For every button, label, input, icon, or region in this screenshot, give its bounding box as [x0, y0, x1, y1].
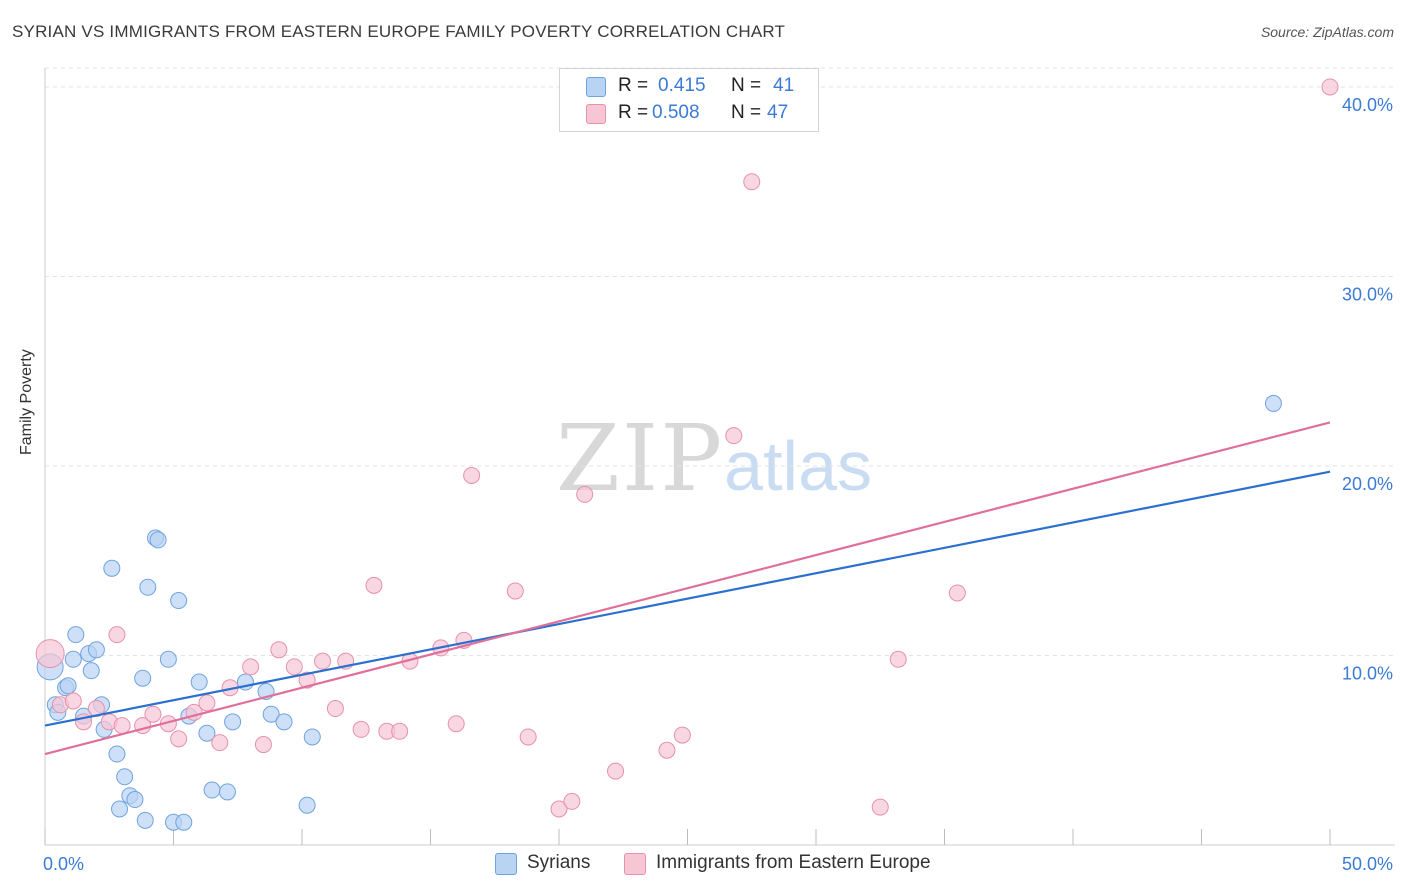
point-eastern: [254, 736, 272, 754]
point-eastern: [285, 658, 303, 676]
point-eastern: [352, 720, 370, 738]
point-eastern: [64, 692, 82, 710]
x-tick-label: 50.0%: [1342, 854, 1393, 874]
point-eastern: [270, 641, 288, 659]
point-syrians: [108, 745, 126, 763]
legend-swatch-syrians: [586, 77, 606, 97]
point-eastern: [108, 626, 126, 644]
point-eastern: [550, 800, 568, 818]
point-eastern: [298, 671, 316, 689]
point-syrians: [303, 728, 321, 746]
point-eastern: [211, 734, 229, 752]
point-eastern: [658, 741, 676, 759]
bottom-legend-swatch-eastern: [624, 853, 646, 875]
point-syrians: [190, 673, 208, 691]
stats-legend: R = 0.415 N = 41 R = 0.508 N = 47: [559, 68, 819, 132]
point-eastern: [242, 658, 260, 676]
point-eastern: [1321, 78, 1339, 96]
y-tick-label: 20.0%: [1342, 474, 1393, 494]
bottom-legend-swatch-syrians: [495, 853, 517, 875]
trend-line-eastern: [44, 421, 1331, 756]
legend-r-value: 0.415: [658, 75, 706, 96]
point-syrians: [116, 768, 134, 786]
legend-r-label: R =: [618, 102, 649, 123]
point-eastern: [563, 792, 581, 810]
point-syrians: [59, 677, 77, 695]
legend-r-value: 0.508: [652, 102, 700, 123]
point-syrians: [198, 724, 216, 742]
point-syrians: [82, 662, 100, 680]
point-syrians: [136, 811, 154, 829]
point-eastern: [607, 762, 625, 780]
legend-n-label: N =: [731, 102, 762, 123]
x-tick-label: 0.0%: [43, 854, 84, 874]
point-eastern: [113, 717, 131, 735]
point-eastern: [871, 798, 889, 816]
point-syrians: [134, 669, 152, 687]
bottom-legend-label-syrians: Syrians: [527, 852, 591, 873]
point-eastern: [673, 726, 691, 744]
point-syrians: [67, 626, 85, 644]
trend-line-syrians: [44, 470, 1331, 727]
point-syrians: [64, 650, 82, 668]
legend-n-value: 47: [767, 102, 789, 123]
point-syrians: [262, 705, 280, 723]
point-syrians: [159, 650, 177, 668]
point-eastern: [889, 650, 907, 668]
point-eastern: [326, 700, 344, 718]
point-eastern: [506, 582, 524, 600]
legend-n-label: N =: [731, 75, 762, 96]
point-eastern: [170, 730, 188, 748]
point-syrians: [218, 783, 236, 801]
point-syrians: [298, 796, 316, 814]
point-syrians: [203, 781, 221, 799]
point-syrians: [103, 559, 121, 577]
point-syrians: [111, 800, 129, 818]
point-syrians: [87, 641, 105, 659]
y-axis-title: Family Poverty: [18, 349, 35, 455]
point-eastern: [391, 722, 409, 740]
point-syrians: [139, 578, 157, 596]
point-syrians: [126, 791, 144, 809]
point-eastern: [365, 576, 383, 594]
legend-r-label: R =: [618, 75, 649, 96]
legend-n-value: 41: [773, 75, 795, 96]
source-note: Source: ZipAtlas.com: [1260, 24, 1394, 40]
point-eastern: [463, 466, 481, 484]
y-tick-label: 30.0%: [1342, 284, 1393, 304]
y-tick-label: 10.0%: [1342, 663, 1393, 683]
point-syrians: [170, 592, 188, 610]
point-eastern: [576, 485, 594, 503]
point-eastern: [948, 584, 966, 602]
point-syrians: [275, 713, 293, 731]
point-eastern: [725, 427, 743, 445]
point-eastern: [144, 705, 162, 723]
point-eastern: [314, 652, 332, 670]
point-eastern: [519, 728, 537, 746]
point-eastern: [35, 639, 65, 669]
point-syrians: [149, 531, 167, 549]
chart-title: SYRIAN VS IMMIGRANTS FROM EASTERN EUROPE…: [12, 22, 786, 41]
point-eastern: [447, 715, 465, 733]
bottom-legend-label-eastern: Immigrants from Eastern Europe: [656, 852, 931, 873]
point-syrians: [175, 813, 193, 831]
point-syrians: [224, 713, 242, 731]
point-eastern: [743, 173, 761, 191]
point-syrians: [1264, 394, 1282, 412]
legend-swatch-eastern: [586, 104, 606, 124]
y-tick-label: 40.0%: [1342, 95, 1393, 115]
point-eastern: [198, 694, 216, 712]
